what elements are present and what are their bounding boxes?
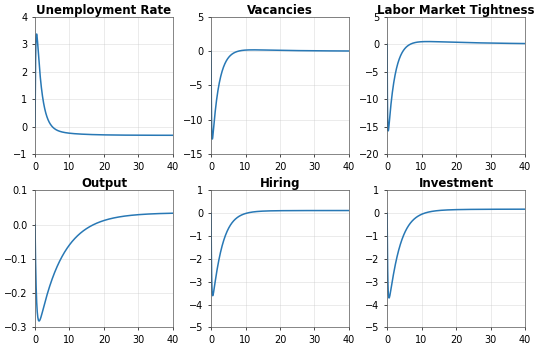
Title: Vacancies: Vacancies <box>247 4 313 17</box>
Title: Labor Market Tightness: Labor Market Tightness <box>377 4 535 17</box>
Title: Output: Output <box>81 177 127 191</box>
Title: Hiring: Hiring <box>260 177 300 191</box>
Title: Investment: Investment <box>418 177 494 191</box>
Title: Unemployment Rate: Unemployment Rate <box>36 4 172 17</box>
